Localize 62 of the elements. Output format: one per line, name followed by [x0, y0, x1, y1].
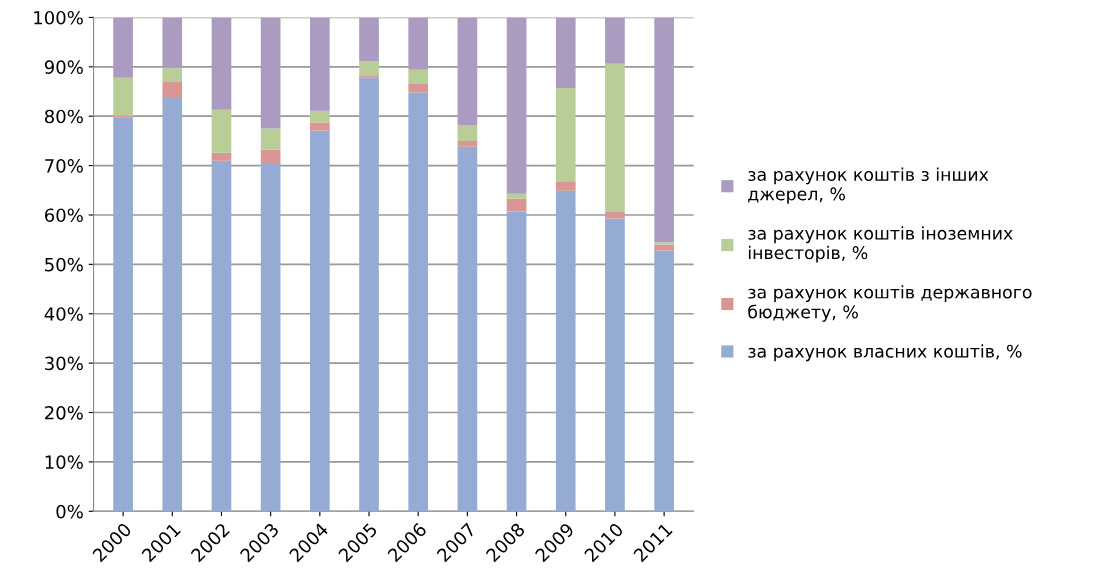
bar — [555, 190, 576, 512]
bar — [309, 110, 330, 123]
bar — [605, 218, 625, 512]
y-tick-label: 60% — [44, 208, 83, 223]
bar — [408, 69, 429, 85]
bar — [162, 68, 183, 83]
bar — [162, 17, 183, 69]
bar — [408, 84, 429, 93]
bar — [359, 60, 379, 76]
y-tick-label: 30% — [45, 356, 83, 371]
legend-label: за рахунок коштів з інших джерел, % — [748, 167, 989, 204]
bar — [260, 164, 281, 512]
bar — [555, 17, 576, 89]
bar — [506, 211, 527, 512]
bar — [359, 17, 379, 61]
y-tick-label: 100% — [34, 10, 83, 25]
bar — [605, 212, 625, 219]
bar — [654, 17, 674, 243]
bar — [211, 17, 232, 110]
bar — [113, 77, 133, 116]
bar — [654, 244, 674, 251]
bar — [605, 17, 625, 64]
bar — [555, 181, 576, 191]
legend-label: за рахунок власних коштів, % — [748, 344, 1022, 362]
bar — [654, 242, 674, 245]
bar — [113, 117, 133, 512]
bar — [309, 130, 330, 512]
bar — [211, 160, 232, 512]
y-tick-label: 80% — [44, 109, 83, 124]
bar — [162, 96, 183, 512]
bar — [113, 17, 133, 78]
y-tick-label: 0% — [56, 504, 83, 519]
bar — [457, 146, 478, 512]
bar — [555, 88, 576, 182]
y-tick-label: 70% — [45, 159, 83, 173]
bar — [457, 17, 478, 126]
bar — [359, 77, 379, 512]
bar — [506, 198, 527, 212]
bar — [309, 17, 330, 111]
bar — [408, 17, 429, 70]
bar — [605, 63, 625, 213]
bar — [162, 82, 183, 97]
bar — [260, 149, 281, 165]
bar — [211, 109, 232, 153]
bar — [457, 125, 478, 141]
bar — [654, 250, 674, 512]
bar — [408, 92, 429, 512]
bar — [211, 152, 232, 161]
bar — [359, 75, 379, 78]
bar — [506, 17, 527, 194]
y-tick-label: 10% — [45, 455, 83, 470]
bar — [309, 122, 330, 131]
legend-label: за рахунок коштів іноземних інвесторів, % — [748, 226, 1013, 263]
bar — [260, 128, 281, 150]
legend-label: за рахунок коштів державного бюджету, % — [748, 285, 1032, 322]
y-tick-label: 90% — [44, 60, 83, 74]
y-tick-label: 40% — [44, 307, 83, 321]
bar — [457, 140, 478, 147]
y-tick-label: 20% — [45, 405, 83, 420]
y-tick-label: 50% — [45, 257, 83, 272]
bar — [260, 17, 281, 129]
bar — [506, 193, 527, 199]
